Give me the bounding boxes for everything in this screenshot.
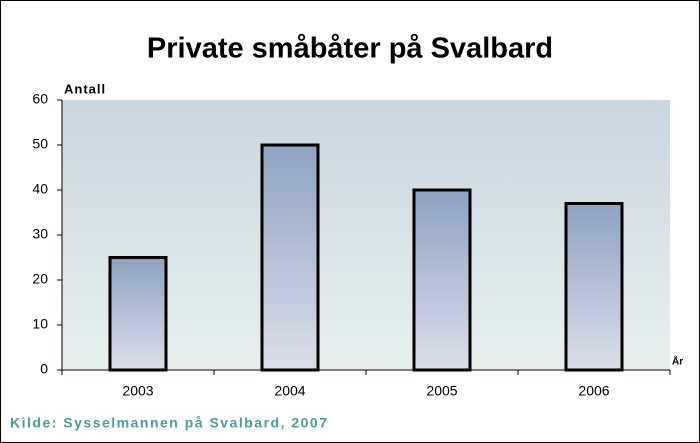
y-tick-label: 60 <box>32 91 48 107</box>
x-tick-label: 2004 <box>274 383 305 399</box>
chart-title: Private småbåter på Svalbard <box>147 33 553 65</box>
bar <box>412 188 472 372</box>
y-axis-label: Antall <box>64 81 106 96</box>
y-tick-label: 0 <box>40 361 48 377</box>
source: Kilde: Sysselmannen på Svalbard, 2007 <box>10 415 329 431</box>
x-tick-label: 2005 <box>426 383 457 399</box>
x-tick-label: 2006 <box>578 383 609 399</box>
y-tick-label: 50 <box>32 136 48 152</box>
bar <box>108 256 168 372</box>
x-axis-label: År <box>672 355 683 368</box>
y-tick-label: 10 <box>32 316 48 332</box>
y-tick-label: 30 <box>32 226 48 242</box>
x-tick-label: 2003 <box>122 383 153 399</box>
bar <box>564 202 624 372</box>
bar <box>260 143 320 372</box>
y-tick-label: 20 <box>32 271 48 287</box>
y-tick-label: 40 <box>32 181 48 197</box>
